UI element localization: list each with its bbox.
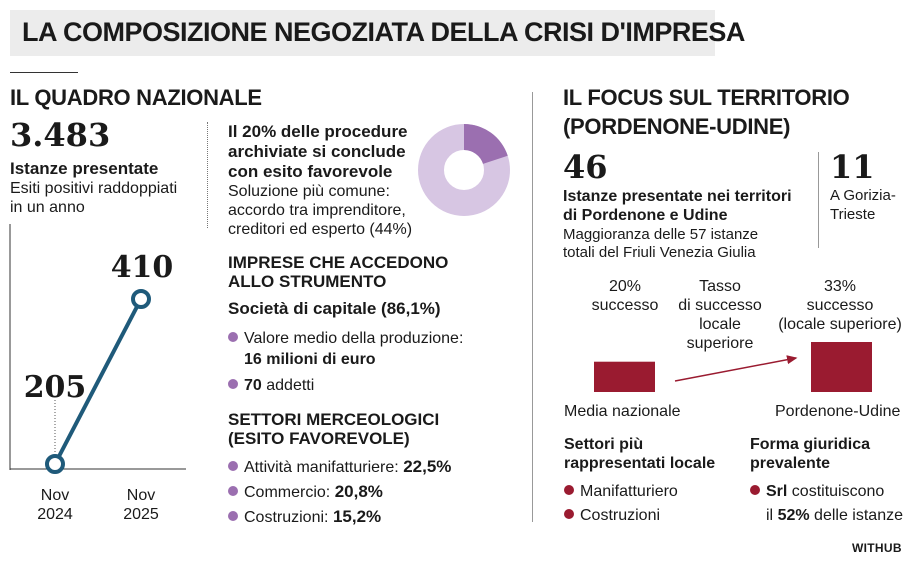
national-total-sub-1: Esiti positivi raddoppiati: [10, 180, 178, 197]
local-sectors-header-1: Settori più: [564, 436, 644, 453]
bar-category-national: Media nazionale: [564, 403, 681, 420]
x-tick-label: Nov: [127, 487, 155, 504]
donut-favorable-slice: [464, 124, 508, 164]
bullet-icon: [228, 332, 238, 342]
data-label: 410: [111, 250, 174, 285]
companies-header-1: IMPRESE CHE ACCEDONO: [228, 253, 449, 272]
list-item: Commercio: 20,8%: [228, 482, 383, 502]
territory-count-sub-1: Maggioranza delle 57 istanze: [563, 226, 759, 243]
local-sectors-header-2: rappresentati locale: [564, 455, 716, 472]
production-value: 16 milioni di euro: [244, 351, 376, 368]
legal-form-header-1: Forma giuridica: [750, 436, 871, 453]
gorizia-label-2: Trieste: [830, 206, 876, 223]
bullet-icon: [564, 485, 574, 495]
data-point: [131, 289, 151, 309]
bullet-icon: [228, 461, 238, 471]
data-label: 205: [24, 370, 87, 405]
bullet-icon: [564, 509, 574, 519]
national-total: 3.483: [10, 116, 111, 154]
territory-count-label-1: Istanze presentate nei territori: [563, 188, 792, 205]
national-total-label: Istanze presentate: [10, 159, 159, 178]
list-item: Costruzioni: [564, 506, 660, 525]
bullet-icon: [228, 379, 238, 389]
trend-arrow-icon: [674, 355, 798, 382]
archived-sub-2: accordo tra imprenditore,: [228, 202, 406, 219]
list-item: Attività manifatturiere: 22,5%: [228, 457, 451, 477]
territory-header-1: IL FOCUS SUL TERRITORIO: [563, 85, 850, 110]
credit-logo: WITHUB: [852, 541, 902, 555]
bar: [811, 342, 872, 392]
legal-form-line-1: Srl costituiscono: [750, 482, 884, 501]
archived-title-2: archiviate si conclude: [228, 142, 406, 161]
bullet-icon: [228, 486, 238, 496]
list-item: Valore medio della produzione:: [228, 329, 463, 348]
legal-form-line-2: il 52% delle istanze: [766, 507, 903, 524]
page-title: LA COMPOSIZIONE NEGOZIATA DELLA CRISI D'…: [22, 17, 745, 47]
legal-form-header-2: prevalente: [750, 455, 831, 472]
archived-title-3: con esito favorevole: [228, 162, 393, 181]
series-line: [53, 298, 143, 465]
section-rule: [10, 72, 78, 73]
archived-sub-3: creditori ed esperto (44%): [228, 221, 413, 238]
success-bar-chart: [594, 342, 872, 392]
gorizia-divider: [818, 152, 819, 248]
national-total-sub-2: in un anno: [10, 199, 85, 216]
gorizia-label-1: A Gorizia-: [830, 187, 896, 204]
gorizia-count: 11: [830, 148, 875, 186]
dotted-divider: [207, 122, 209, 228]
bullet-icon: [228, 511, 238, 521]
territory-header-2: (PORDENONE-UDINE): [563, 114, 791, 139]
archived-donut-chart: [418, 124, 510, 216]
national-header: IL QUADRO NAZIONALE: [10, 85, 262, 110]
sectors-header-2: (ESITO FAVOREVOLE): [228, 429, 410, 448]
list-item: Manifatturiero: [564, 482, 678, 501]
x-tick-label: Nov: [41, 487, 69, 504]
bar-value-label-national: 20% successo: [591, 278, 659, 314]
positive-outcomes-line-chart: 205 410 Nov 2024 Nov 2025: [9, 224, 186, 523]
bar-value-label-local: 33% successo (locale superiore): [778, 278, 902, 333]
company-type-label: Società di capitale (86,1%): [228, 299, 441, 318]
companies-header-2: ALLO STRUMENTO: [228, 272, 387, 291]
success-annotation: Tasso di successo locale superiore: [678, 278, 762, 352]
territory-count-sub-2: totali del Friuli Venezia Giulia: [563, 244, 756, 261]
bar: [594, 361, 655, 392]
list-item: Costruzioni: 15,2%: [228, 507, 381, 527]
archived-sub-1: Soluzione più comune:: [228, 183, 390, 200]
title-banner: [10, 10, 715, 56]
x-tick-label: 2024: [37, 506, 73, 523]
archived-title-1: Il 20% delle procedure: [228, 122, 408, 141]
sectors-header-1: SETTORI MERCEOLOGICI: [228, 410, 440, 429]
territory-count: 46: [563, 148, 608, 186]
data-point: [45, 454, 65, 474]
column-divider: [532, 92, 533, 522]
territory-count-label-2: di Pordenone e Udine: [563, 207, 728, 224]
x-tick-label: 2025: [123, 506, 159, 523]
list-item: 70 addetti: [228, 376, 314, 395]
bar-category-local: Pordenone-Udine: [775, 403, 901, 420]
bullet-icon: [750, 485, 760, 495]
